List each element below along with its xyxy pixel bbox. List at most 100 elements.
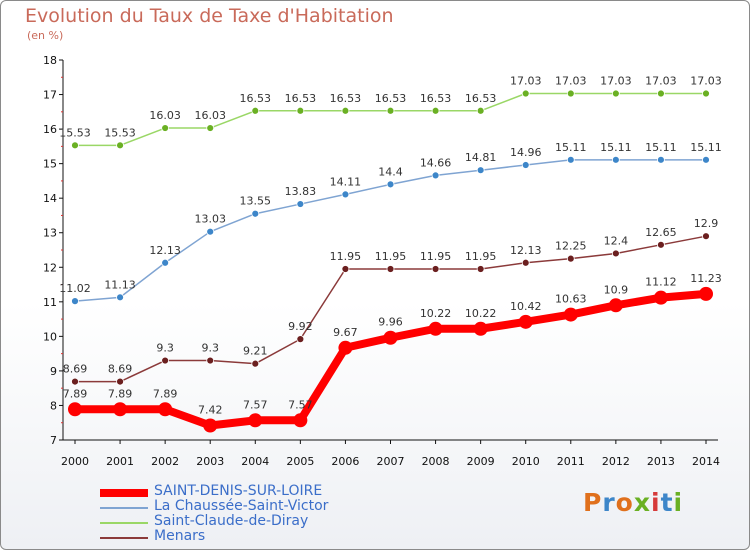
data-point <box>428 321 443 336</box>
legend-swatch <box>100 507 148 509</box>
data-point <box>473 321 488 336</box>
y-tick-label: 7 <box>50 434 57 447</box>
data-label: 17.03 <box>510 75 542 88</box>
data-point <box>566 155 575 164</box>
data-point <box>702 89 710 98</box>
y-tick-label: 8 <box>50 399 57 412</box>
data-point <box>699 286 713 301</box>
x-tick-label: 2011 <box>557 455 585 468</box>
data-label: 9.96 <box>378 316 403 329</box>
logo-letter: x <box>633 488 651 517</box>
data-label: 14.96 <box>510 146 542 159</box>
data-point <box>206 227 215 236</box>
data-point <box>116 141 124 150</box>
data-point <box>657 155 665 164</box>
data-point <box>383 330 398 345</box>
legend-swatch <box>100 489 148 497</box>
y-tick-label: 14 <box>43 192 57 205</box>
data-point <box>161 124 170 132</box>
x-tick-label: 2005 <box>286 455 314 468</box>
data-label: 12.25 <box>555 240 587 253</box>
data-point <box>296 106 305 115</box>
data-point <box>161 258 170 267</box>
data-label: 12.13 <box>510 244 542 257</box>
y-tick-label: 13 <box>43 227 57 240</box>
data-label: 11.95 <box>465 250 497 263</box>
data-point <box>563 307 578 322</box>
data-label: 11.23 <box>690 272 722 285</box>
data-point <box>296 335 305 344</box>
data-point <box>338 340 353 355</box>
data-label: 9.67 <box>333 326 358 339</box>
y-tick-label: 11 <box>43 296 57 309</box>
data-label: 17.03 <box>690 75 722 88</box>
data-label: 11.13 <box>104 278 136 291</box>
x-tick-label: 2013 <box>647 455 675 468</box>
data-label: 16.53 <box>240 92 272 105</box>
data-label: 17.03 <box>555 75 587 88</box>
data-point <box>657 89 665 98</box>
data-point <box>341 265 350 273</box>
data-label: 16.03 <box>149 109 181 122</box>
chart-title: Evolution du Taux de Taxe d'Habitation <box>25 5 394 27</box>
data-label: 7.57 <box>288 398 313 411</box>
data-point <box>386 265 395 273</box>
data-label: 12.4 <box>604 234 629 247</box>
logo-letter: i <box>651 488 661 517</box>
data-label: 13.03 <box>194 213 226 226</box>
x-tick-label: 2004 <box>241 455 269 468</box>
data-label: 10.22 <box>465 307 497 320</box>
data-point <box>431 265 440 273</box>
data-label: 11.95 <box>420 250 452 263</box>
x-tick-label: 2007 <box>377 455 405 468</box>
data-label: 16.03 <box>194 109 226 122</box>
data-point <box>476 166 485 175</box>
data-label: 9.3 <box>156 342 174 355</box>
data-point <box>71 377 79 386</box>
data-point <box>296 200 305 208</box>
data-label: 15.53 <box>104 126 136 139</box>
data-point <box>161 356 170 365</box>
legend-swatch <box>100 522 148 524</box>
y-tick-label: 12 <box>43 261 57 274</box>
x-tick-label: 2006 <box>331 455 359 468</box>
data-point <box>293 413 308 428</box>
data-label: 10.9 <box>604 283 629 296</box>
x-tick-label: 2010 <box>512 455 540 468</box>
data-point <box>71 141 79 150</box>
logo-letter: i <box>673 488 684 517</box>
x-tick-label: 2002 <box>151 455 179 468</box>
data-label: 16.53 <box>420 92 452 105</box>
data-point <box>341 106 350 115</box>
data-point <box>386 106 395 115</box>
legend-swatch <box>100 537 148 539</box>
data-point <box>611 89 620 98</box>
data-label: 10.22 <box>420 307 452 320</box>
x-tick-label: 2003 <box>196 455 224 468</box>
data-label: 8.69 <box>63 363 88 376</box>
data-label: 15.11 <box>600 141 632 154</box>
data-label: 13.55 <box>240 195 272 208</box>
data-label: 11.95 <box>375 250 407 263</box>
data-label: 12.9 <box>694 217 719 230</box>
data-label: 11.12 <box>645 276 677 289</box>
data-label: 12.13 <box>149 244 181 257</box>
y-tick-label: 15 <box>43 158 57 171</box>
data-point <box>116 377 124 386</box>
data-point <box>248 413 263 428</box>
logo-letter: t <box>660 488 674 517</box>
data-point <box>431 171 440 180</box>
data-point <box>116 293 124 302</box>
data-label: 9.3 <box>201 342 219 355</box>
proxiti-logo: Proxiti <box>583 488 683 517</box>
data-point <box>702 232 710 241</box>
data-point <box>158 402 173 417</box>
y-tick-label: 9 <box>50 365 57 378</box>
data-label: 7.57 <box>243 398 268 411</box>
data-point <box>431 106 440 115</box>
data-label: 15.11 <box>690 141 722 154</box>
data-label: 14.66 <box>420 156 452 169</box>
legend-label: Saint-Claude-de-Diray <box>154 513 309 529</box>
y-tick-label: 10 <box>43 330 57 343</box>
data-label: 17.03 <box>600 75 632 88</box>
